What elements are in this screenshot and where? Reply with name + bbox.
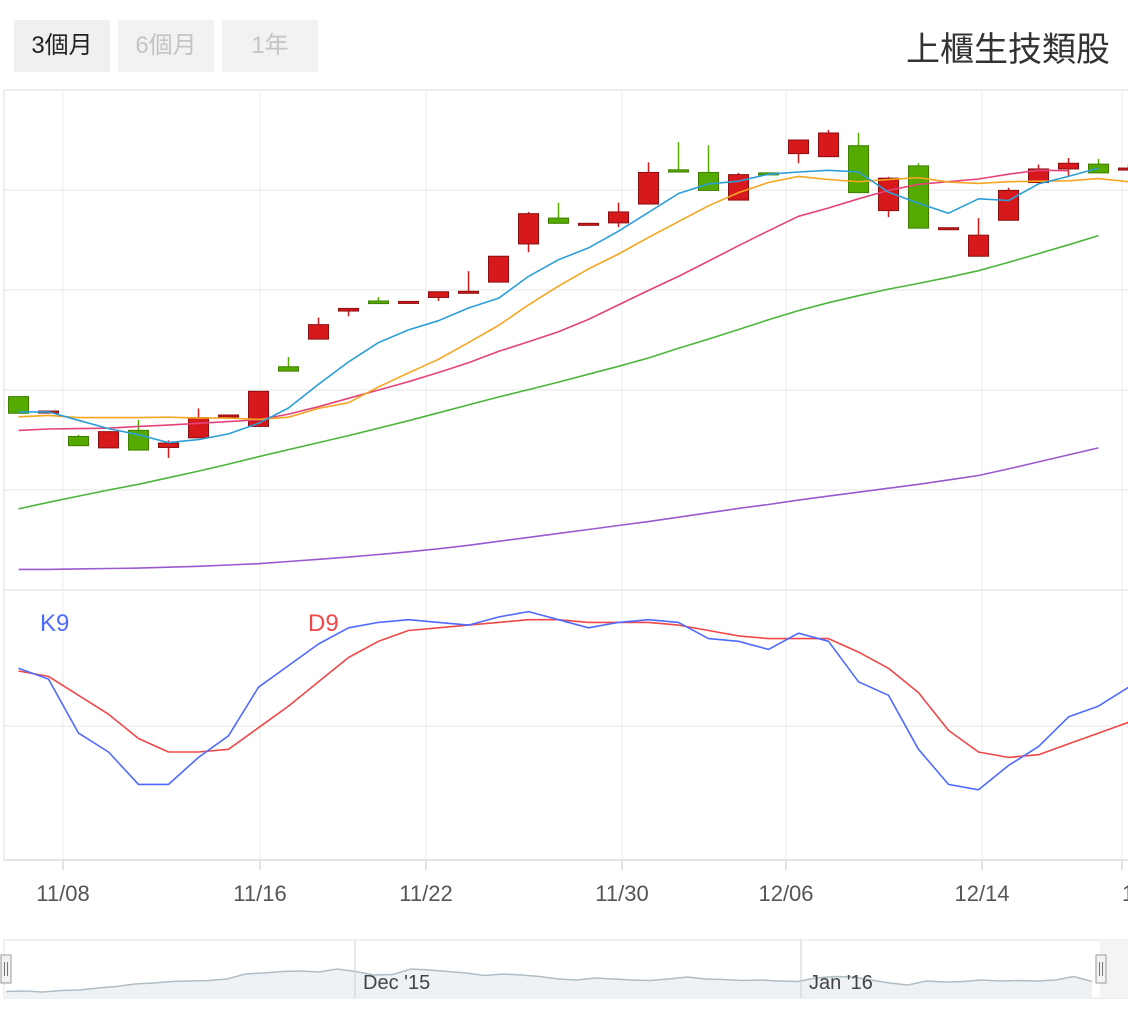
k9-line bbox=[18, 610, 1128, 791]
navigator-label: Jan '16 bbox=[809, 972, 873, 994]
candle-body bbox=[908, 165, 929, 229]
candle-body bbox=[968, 234, 989, 257]
x-tick-label: 12/14 bbox=[954, 881, 1009, 906]
candle-body bbox=[788, 139, 809, 155]
candle-body bbox=[548, 217, 569, 224]
x-tick-label: 1 bbox=[1122, 881, 1128, 906]
candle-body bbox=[248, 390, 269, 427]
candle-body bbox=[1028, 168, 1049, 184]
candle-body bbox=[878, 177, 899, 212]
ma5-line bbox=[18, 167, 1099, 444]
navigator-area bbox=[6, 969, 1092, 998]
chart-title: 上櫃生技類股 bbox=[906, 30, 1110, 70]
ma60-line bbox=[18, 234, 1099, 510]
candle-body bbox=[428, 291, 449, 298]
navigator-label: Dec '15 bbox=[363, 972, 430, 994]
candle-body bbox=[158, 442, 179, 448]
range-3-months-button[interactable]: 3個月 bbox=[14, 20, 110, 72]
candle-body bbox=[818, 132, 839, 158]
candle-body bbox=[998, 189, 1019, 221]
x-tick-label: 12/06 bbox=[758, 881, 813, 906]
candle-body bbox=[578, 222, 599, 226]
candle-body bbox=[68, 435, 89, 447]
d9-label: D9 bbox=[308, 610, 339, 637]
candle-body bbox=[338, 307, 359, 312]
x-tick-label: 11/16 bbox=[233, 881, 286, 906]
candle-body bbox=[8, 396, 29, 414]
range-1-year-button[interactable]: 1年 bbox=[222, 20, 318, 72]
navigator-right-handle[interactable] bbox=[1095, 954, 1107, 984]
candle-body bbox=[218, 414, 239, 418]
ma120-line bbox=[18, 447, 1099, 571]
d9-line bbox=[18, 618, 1128, 759]
x-tick-label: 11/22 bbox=[399, 881, 452, 906]
candle-body bbox=[278, 366, 299, 372]
navigator-line bbox=[5, 968, 1093, 993]
x-tick-label: 11/08 bbox=[36, 881, 89, 906]
x-tick-label: 11/30 bbox=[595, 881, 648, 906]
candle-body bbox=[368, 300, 389, 305]
ma20-line bbox=[18, 169, 1069, 432]
candle-body bbox=[518, 213, 539, 245]
candle-body bbox=[98, 431, 119, 449]
candle-body bbox=[488, 255, 509, 283]
range-6-months-button[interactable]: 6個月 bbox=[118, 20, 214, 72]
range-selector: 3個月 6個月 1年 上櫃生技類股 bbox=[0, 0, 1128, 90]
candle-body bbox=[668, 169, 689, 173]
candle-body bbox=[1058, 162, 1079, 170]
candlestick-series bbox=[8, 129, 1128, 458]
candle-body bbox=[698, 171, 719, 191]
candle-body bbox=[608, 211, 629, 224]
candle-body bbox=[938, 227, 959, 231]
candle-body bbox=[188, 417, 209, 439]
candle-body bbox=[848, 145, 869, 194]
candle-body bbox=[398, 300, 419, 304]
navigator-left-handle[interactable] bbox=[0, 954, 12, 984]
k9-label: K9 bbox=[40, 610, 69, 637]
ma10-line bbox=[18, 175, 1128, 421]
candle-body bbox=[638, 171, 659, 205]
candle-body bbox=[308, 324, 329, 340]
candle-body bbox=[1118, 167, 1128, 171]
candle-body bbox=[458, 290, 479, 294]
